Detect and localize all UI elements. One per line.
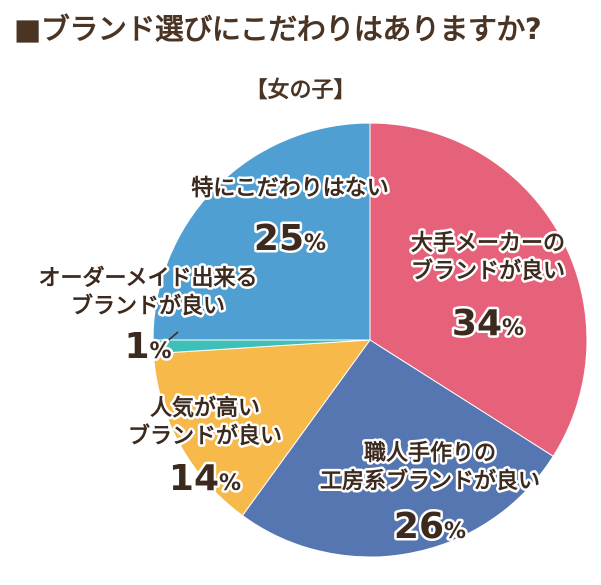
slice-label-1-line-1: 工房系ブランドが良い xyxy=(320,468,540,494)
chart-title: ■ブランド選びにこだわりはありますか? xyxy=(14,12,542,46)
slice-label-3-line-1: ブランドが良い xyxy=(71,293,225,319)
slice-label-0-line-0: 大手メーカーの xyxy=(411,231,565,256)
slice-label-2-line-0: 人気が高い xyxy=(150,395,260,421)
slice-percent-2: 14% xyxy=(169,458,241,499)
pie-slice-2 xyxy=(152,339,372,517)
slice-label-3-line-0: オーダーメイド出来る xyxy=(38,265,257,291)
pie-slice-1 xyxy=(241,339,554,558)
slice-label-4-line-0: 特にこだわりはない xyxy=(191,175,389,201)
slice-percent-1: 26% xyxy=(394,506,466,547)
slice-percent-3: 1% xyxy=(124,326,171,367)
slice-percent-4: 25% xyxy=(254,218,326,259)
pie-slice-0 xyxy=(369,122,588,457)
slice-label-0-line-1: ブランドが良い xyxy=(411,258,565,284)
slice-label-2-line-1: ブランドが良い xyxy=(128,423,282,449)
chart-subtitle: 【女の子】 xyxy=(245,78,356,103)
slice-percent-0: 34% xyxy=(452,303,524,344)
leader-line xyxy=(160,331,179,348)
pie-slice-4 xyxy=(152,122,371,341)
slice-label-1-line-0: 職人手作りの xyxy=(364,440,496,466)
